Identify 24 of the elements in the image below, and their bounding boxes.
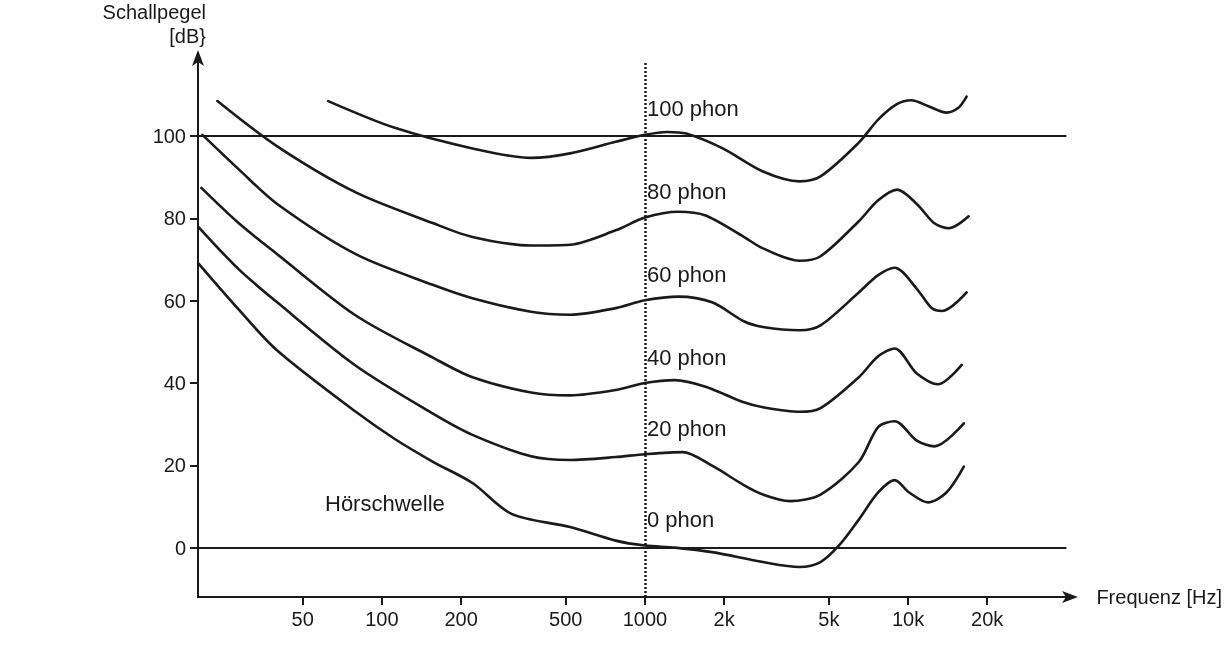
series-label: 60 phon [646,261,727,287]
x-tick-label: 50 [291,608,314,630]
x-tick-label: 1000 [622,608,668,630]
y-tick-label: 40 [163,372,186,394]
series-label: 40 phon [646,344,727,370]
series-label: 80 phon [646,179,727,205]
x-tick-label: 2k [713,608,736,630]
x-axis-title: Frequenz [Hz] [1096,586,1222,608]
y-tick-label: 0 [174,536,186,559]
series-label: 20 phon [646,415,727,441]
x-tick-label: 100 [365,608,399,630]
series-label: 0 phon [646,507,715,533]
y-tick-label: 20 [163,454,186,477]
annotation: Hörschwelle [325,490,445,516]
x-tick-label: 20k [971,608,1005,630]
y-tick-label: 100 [152,125,186,148]
series-label: 100 phon [646,96,739,122]
x-tick-label: 500 [549,608,583,630]
x-tick-label: 200 [444,608,478,630]
x-tick-label: 5k [818,608,841,630]
y-tick-label: 80 [163,207,186,230]
y-tick-label: 60 [163,289,186,312]
x-tick-label: 10k [891,608,926,630]
y-axis-title: Schallpegel [dB} [102,1,207,47]
